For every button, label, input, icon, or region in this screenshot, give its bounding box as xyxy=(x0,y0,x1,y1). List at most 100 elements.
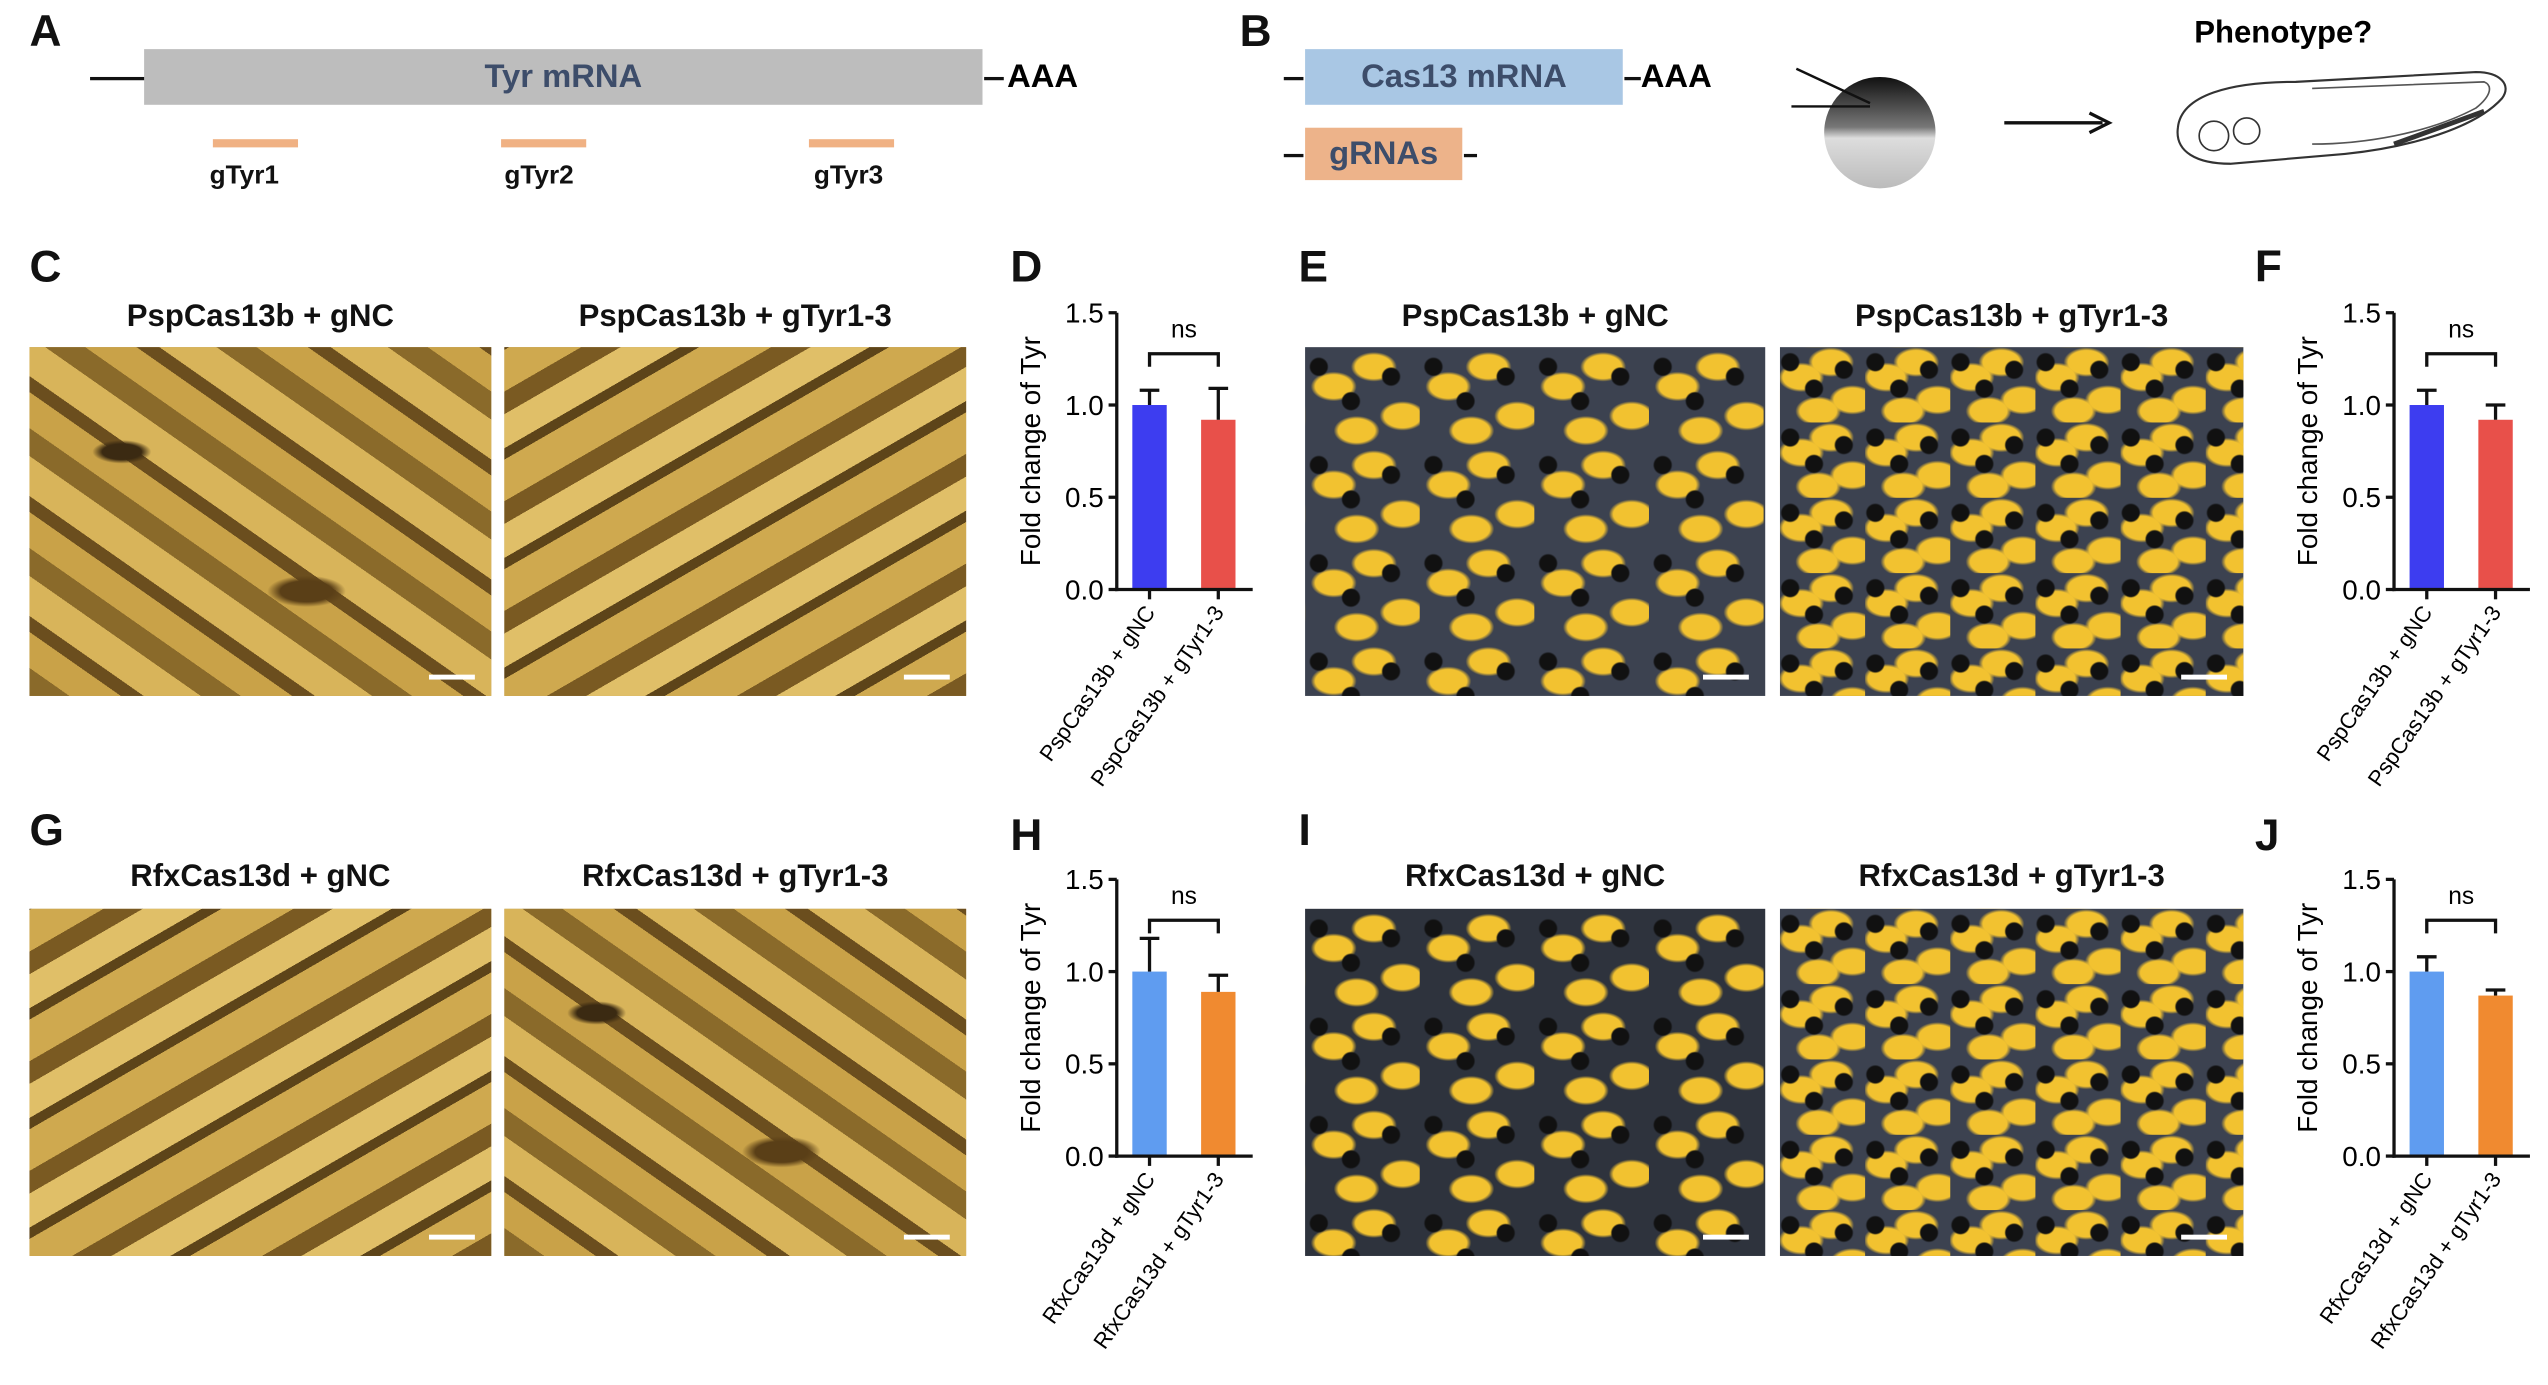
guide-label-3: gTyr3 xyxy=(813,162,884,190)
tadpole-image-i1 xyxy=(1305,908,1766,1256)
guide-bar-1 xyxy=(212,139,299,148)
bar-chart-f: Fold change of Tyr 0.0 0.5 1.0 1.5 PspCas13b … xyxy=(2292,298,2530,791)
tyr-mrna-bar: Tyr mRNA xyxy=(144,49,983,105)
scale-bar xyxy=(903,674,950,680)
y-tick-label: 0.5 xyxy=(1065,1049,1104,1080)
panel-label-d: D xyxy=(1010,242,1043,292)
tadpole-image-i2 xyxy=(1779,908,2244,1256)
polya-label-a: AAA xyxy=(1007,58,1079,95)
embryo-image-c2 xyxy=(504,347,967,696)
image-title-g2: RfxCas13d + gTyr1-3 xyxy=(582,859,889,895)
grnas-bar: gRNAs xyxy=(1305,127,1463,181)
embryo-image-c1 xyxy=(29,347,492,696)
bar-1 xyxy=(2409,405,2444,590)
embryo-image-g2 xyxy=(504,908,967,1256)
bar-2 xyxy=(2478,995,2513,1157)
panel-label-b: B xyxy=(1239,6,1272,56)
y-axis-label: Fold change of Tyr xyxy=(1015,903,1046,1133)
bar-2 xyxy=(1201,419,1236,590)
panel-label-c: C xyxy=(29,242,62,292)
bar-1 xyxy=(1132,971,1167,1157)
y-axis-label: Fold change of Tyr xyxy=(2292,903,2323,1133)
bar-2 xyxy=(1201,991,1236,1157)
grna-3prime-line xyxy=(1463,153,1478,158)
scale-bar xyxy=(429,1234,475,1240)
image-title-e1: PspCas13b + gNC xyxy=(1401,299,1669,335)
panel-label-g: G xyxy=(29,805,64,855)
panel-label-i: I xyxy=(1298,805,1311,855)
y-tick-label: 1.0 xyxy=(1065,956,1104,987)
guide-bar-2 xyxy=(501,139,587,148)
image-title-i2: RfxCas13d + gTyr1-3 xyxy=(1858,859,2165,895)
image-title-g1: RfxCas13d + gNC xyxy=(130,859,391,895)
significance-bracket xyxy=(2425,918,2498,934)
y-tick-label: 0.0 xyxy=(2342,574,2381,605)
y-tick-label: 1.5 xyxy=(1065,298,1104,329)
y-tick-label: 1.5 xyxy=(2342,864,2381,895)
bar-chart-d: Fold change of Tyr 0.0 0.5 1.0 1.5 PspCas13b … xyxy=(1015,298,1253,791)
scale-bar xyxy=(2181,674,2227,680)
panel-label-e: E xyxy=(1298,242,1329,292)
bar-1 xyxy=(1132,405,1167,590)
x-tick-label: RfxCas13d + gTyr1-3 xyxy=(2366,1168,2507,1354)
y-tick-label: 1.5 xyxy=(1065,864,1104,895)
guide-bar-3 xyxy=(808,139,895,148)
x-tick-label: RfxCas13d + gTyr1-3 xyxy=(1088,1168,1229,1354)
tadpole-image-e1 xyxy=(1305,347,1766,696)
image-title-c2: PspCas13b + gTyr1-3 xyxy=(578,299,892,335)
tadpole-image-e2 xyxy=(1779,347,2244,696)
arrow-right-icon xyxy=(2004,111,2113,135)
embryo-image-g1 xyxy=(29,908,492,1256)
guide-label-1: gTyr1 xyxy=(209,162,280,190)
significance-bracket xyxy=(2425,352,2498,367)
y-tick-label: 0.5 xyxy=(2342,482,2381,513)
polya-label-b: AAA xyxy=(1640,58,1712,95)
scale-bar xyxy=(1703,1234,1749,1240)
y-tick-label: 1.5 xyxy=(2342,298,2381,329)
y-axis-label: Fold change of Tyr xyxy=(1015,336,1046,566)
cas13-mrna-bar: Cas13 mRNA xyxy=(1305,49,1623,105)
injected-embryo-icon xyxy=(1791,67,1936,189)
x-tick-label: PspCas13b + gNC xyxy=(1034,601,1160,766)
x-tick-label: PspCas13b + gTyr1-3 xyxy=(2363,601,2506,791)
guide-label-2: gTyr2 xyxy=(504,162,574,190)
significance-label: ns xyxy=(2448,883,2474,910)
grna-5prime-line xyxy=(1283,153,1304,158)
cas13-3prime-line xyxy=(1624,76,1641,81)
x-tick-label: PspCas13b + gTyr1-3 xyxy=(1086,601,1229,791)
y-tick-label: 1.0 xyxy=(2342,390,2381,421)
significance-bracket xyxy=(1147,352,1220,367)
scale-bar xyxy=(903,1234,950,1240)
significance-label: ns xyxy=(1171,883,1197,910)
y-tick-label: 0.0 xyxy=(2342,1141,2381,1172)
panel-label-a: A xyxy=(29,6,62,56)
bar-2 xyxy=(2478,419,2513,590)
mrna-3prime-line xyxy=(984,76,1004,81)
y-tick-label: 1.0 xyxy=(2342,956,2381,987)
scale-bar xyxy=(429,674,475,680)
y-tick-label: 0.5 xyxy=(2342,1049,2381,1080)
image-title-e2: PspCas13b + gTyr1-3 xyxy=(1855,299,2169,335)
bar-1 xyxy=(2409,971,2444,1157)
significance-bracket xyxy=(1147,918,1220,934)
y-tick-label: 0.0 xyxy=(1065,574,1104,605)
mrna-5prime-line xyxy=(90,76,146,81)
panel-label-h: H xyxy=(1010,810,1043,860)
panel-label-f: F xyxy=(2254,242,2282,292)
image-title-i1: RfxCas13d + gNC xyxy=(1405,859,1666,895)
bar-chart-h: Fold change of Tyr 0.0 0.5 1.0 1.5 RfxCas13d … xyxy=(1015,864,1253,1354)
phenotype-label: Phenotype? xyxy=(2194,16,2373,51)
image-title-c1: PspCas13b + gNC xyxy=(126,299,394,335)
x-tick-label: PspCas13b + gNC xyxy=(2312,601,2438,766)
bar-chart-j: Fold change of Tyr 0.0 0.5 1.0 1.5 RfxCas13d … xyxy=(2292,864,2530,1354)
cas13-5prime-line xyxy=(1283,76,1304,81)
tadpole-drawing-icon xyxy=(2176,70,2507,165)
y-tick-label: 1.0 xyxy=(1065,390,1104,421)
significance-label: ns xyxy=(2448,316,2474,343)
y-axis-label: Fold change of Tyr xyxy=(2292,336,2323,566)
scale-bar xyxy=(2181,1234,2227,1240)
y-tick-label: 0.0 xyxy=(1065,1141,1104,1172)
significance-label: ns xyxy=(1171,316,1197,343)
y-tick-label: 0.5 xyxy=(1065,482,1104,513)
